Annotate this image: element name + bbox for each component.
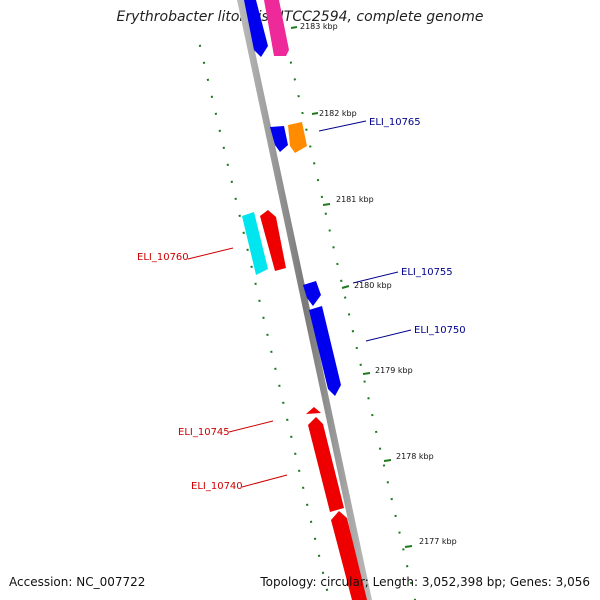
gene-feature-eli-10750[interactable] bbox=[309, 306, 341, 396]
tick-label-2180: 2180 kbp bbox=[354, 281, 392, 290]
gene-label-eli-10745: ELI_10745 bbox=[178, 427, 230, 438]
gene-label-eli-10750: ELI_10750 bbox=[414, 325, 466, 336]
gene-feature-eli-10740[interactable] bbox=[331, 511, 367, 600]
gene-feature-small-red[interactable] bbox=[306, 407, 321, 414]
tick-label-2181: 2181 kbp bbox=[336, 195, 374, 204]
tick-label-2179: 2179 kbp bbox=[375, 366, 413, 375]
gene-label-eli-10740: ELI_10740 bbox=[191, 481, 243, 492]
gene-features bbox=[242, 0, 367, 600]
gene-feature-eli-10755[interactable] bbox=[303, 281, 321, 306]
kbp-ticks: 2183 kbp 2182 kbp 2181 kbp 2180 kbp 2179… bbox=[290, 22, 457, 548]
gene-label-eli-10755: ELI_10755 bbox=[401, 267, 453, 278]
map-title: Erythrobacter litoralis HTCC2594, comple… bbox=[116, 9, 484, 25]
tick-rails bbox=[198, 44, 417, 600]
tick-label-2177: 2177 kbp bbox=[419, 537, 457, 546]
gene-feature-eli-10765-blue[interactable] bbox=[270, 126, 288, 152]
genome-summary-text: Topology: circular; Length: 3,052,398 bp… bbox=[260, 575, 590, 589]
gene-feature-eli-10765-orange[interactable] bbox=[288, 122, 307, 153]
gene-labels: ELI_10765 ELI_10760 ELI_10755 ELI_10750 … bbox=[137, 117, 466, 492]
accession-text: Accession: NC_007722 bbox=[9, 575, 146, 589]
gene-feature-eli-10760-cyan[interactable] bbox=[242, 212, 268, 275]
gene-feature-top-magenta[interactable] bbox=[264, 0, 289, 56]
tick-label-2182: 2182 kbp bbox=[319, 109, 357, 118]
gene-label-eli-10760: ELI_10760 bbox=[137, 252, 189, 263]
genome-backbone bbox=[237, 0, 372, 600]
gene-label-eli-10765: ELI_10765 bbox=[369, 117, 421, 128]
tick-label-2178: 2178 kbp bbox=[396, 452, 434, 461]
gene-feature-top-blue[interactable] bbox=[244, 0, 268, 57]
gene-feature-eli-10745[interactable] bbox=[308, 417, 344, 512]
gene-feature-eli-10760[interactable] bbox=[260, 210, 286, 271]
tick-label-2183: 2183 kbp bbox=[300, 22, 338, 31]
